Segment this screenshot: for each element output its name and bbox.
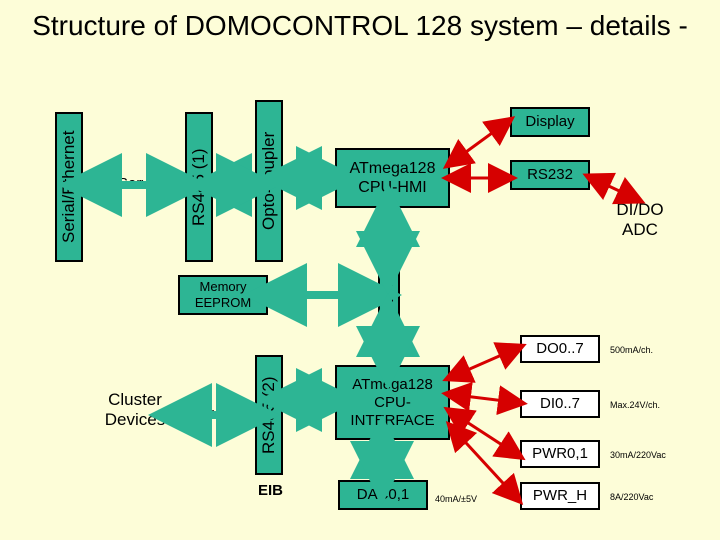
label-di-note: Max.24V/ch. bbox=[610, 400, 660, 410]
box-spi: SPI bbox=[378, 270, 400, 318]
box-pwr01: PWR0,1 bbox=[520, 440, 600, 468]
box-atmega-interface: ATmega128 CPU-INTERFACE bbox=[335, 365, 450, 440]
label-do-note: 500mA/ch. bbox=[610, 345, 653, 355]
label-dac-note: 40mA/±5V bbox=[435, 494, 477, 504]
label-dido-adc: DI/DO ADC bbox=[605, 200, 675, 240]
label-to-server: To Server bbox=[98, 175, 162, 192]
box-dac: DAC0,1 bbox=[338, 480, 428, 510]
label-pwrh-note: 8A/220Vac bbox=[610, 492, 653, 502]
box-opto-coupler: Opto-coupler bbox=[255, 100, 283, 262]
page-title: Structure of DOMOCONTROL 128 system – de… bbox=[0, 10, 720, 42]
box-memory: Memory EEPROM bbox=[178, 275, 268, 315]
box-di: DI0..7 bbox=[520, 390, 600, 418]
box-atmega-hmi: ATmega128 CPU-HMI bbox=[335, 148, 450, 208]
label-to-devices: To Devices bbox=[173, 405, 246, 422]
box-rs485-1: RS485 (1) bbox=[185, 112, 213, 262]
box-rs485-2: RS485 (2) bbox=[255, 355, 283, 475]
box-serial-ethernet: Serial/Ethernet bbox=[55, 112, 83, 262]
box-pwrh: PWR_H bbox=[520, 482, 600, 510]
box-do: DO0..7 bbox=[520, 335, 600, 363]
box-rs232: RS232 bbox=[510, 160, 590, 190]
label-cluster-devices: Cluster Devices bbox=[95, 390, 175, 430]
box-display: Display bbox=[510, 107, 590, 137]
label-pwr01-note: 30mA/220Vac bbox=[610, 450, 666, 460]
label-eib: EIB bbox=[258, 482, 283, 499]
